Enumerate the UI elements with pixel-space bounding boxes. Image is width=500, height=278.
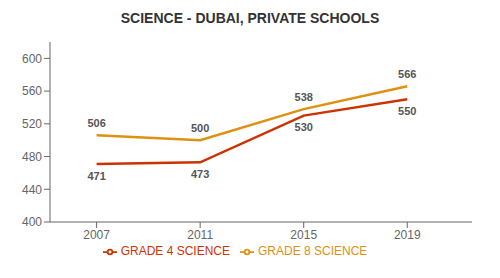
svg-text:471: 471: [87, 170, 105, 182]
svg-text:530: 530: [295, 121, 313, 133]
svg-text:473: 473: [191, 168, 209, 180]
svg-text:480: 480: [22, 150, 42, 164]
svg-text:2007: 2007: [83, 228, 110, 242]
svg-text:600: 600: [22, 52, 42, 66]
svg-text:566: 566: [398, 68, 416, 80]
svg-text:400: 400: [22, 215, 42, 229]
svg-text:550: 550: [398, 105, 416, 117]
svg-text:2019: 2019: [394, 228, 421, 242]
html-text:GRADE 4 SCIENCE: GRADE 4 SCIENCE: [120, 244, 230, 258]
svg-text:560: 560: [22, 84, 42, 98]
html-text:SCIENCE - DUBAI, PRIVATE SCHOO: SCIENCE - DUBAI, PRIVATE SCHOOLS: [120, 10, 380, 26]
svg-text:520: 520: [22, 117, 42, 131]
svg-text:538: 538: [295, 91, 313, 103]
svg-text:2015: 2015: [290, 228, 317, 242]
html-text:GRADE 8 SCIENCE: GRADE 8 SCIENCE: [258, 244, 368, 258]
svg-text:440: 440: [22, 183, 42, 197]
svg-text:2011: 2011: [187, 228, 213, 242]
svg-text:500: 500: [191, 122, 209, 134]
svg-text:506: 506: [87, 117, 105, 129]
